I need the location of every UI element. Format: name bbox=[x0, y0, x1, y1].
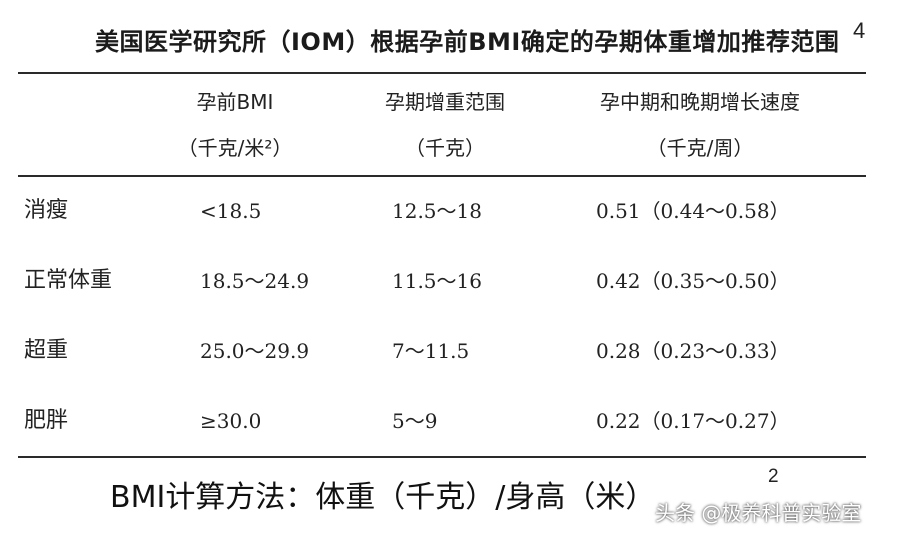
formula-superscript: 2 bbox=[768, 466, 779, 487]
bmi-formula: BMI计算方法：体重（千克）/身高（米） bbox=[110, 480, 656, 515]
cell-bmi: 25.0～29.9 bbox=[200, 339, 310, 363]
row-label-obese: 肥胖 bbox=[24, 408, 69, 433]
cell-rate: 0.51（0.44～0.58） bbox=[596, 199, 790, 223]
header-rate-line2: （千克/周） bbox=[646, 136, 754, 160]
cell-gain: 5～9 bbox=[392, 409, 438, 433]
header-rule bbox=[18, 175, 866, 177]
cell-bmi: ≥30.0 bbox=[200, 409, 262, 433]
cell-gain: 11.5～16 bbox=[392, 269, 482, 293]
cell-bmi: <18.5 bbox=[200, 199, 262, 223]
table-title: 美国医学研究所（IOM）根据孕前BMI确定的孕期体重增加推荐范围 bbox=[95, 28, 840, 56]
header-gain-line2: （千克） bbox=[405, 136, 485, 160]
bottom-rule bbox=[18, 456, 866, 458]
header-rate-line1: 孕中期和晚期增长速度 bbox=[600, 90, 800, 114]
reference-superscript: 4 bbox=[853, 18, 866, 43]
header-bmi-line2: （千克/米²） bbox=[177, 136, 293, 160]
cell-gain: 12.5～18 bbox=[392, 199, 482, 223]
cell-bmi: 18.5～24.9 bbox=[200, 269, 310, 293]
watermark: 头条 @极养科普实验室 bbox=[655, 501, 862, 525]
row-label-overweight: 超重 bbox=[24, 338, 69, 363]
cell-rate: 0.42（0.35～0.50） bbox=[596, 269, 790, 293]
row-label-underweight: 消瘦 bbox=[24, 198, 69, 223]
header-bmi-line1: 孕前BMI bbox=[196, 90, 274, 114]
cell-rate: 0.28（0.23～0.33） bbox=[596, 339, 790, 363]
top-rule bbox=[18, 72, 866, 74]
cell-gain: 7～11.5 bbox=[392, 339, 470, 363]
header-gain-line1: 孕期增重范围 bbox=[385, 90, 505, 114]
cell-rate: 0.22（0.17～0.27） bbox=[596, 409, 790, 433]
row-label-normal: 正常体重 bbox=[24, 268, 113, 293]
